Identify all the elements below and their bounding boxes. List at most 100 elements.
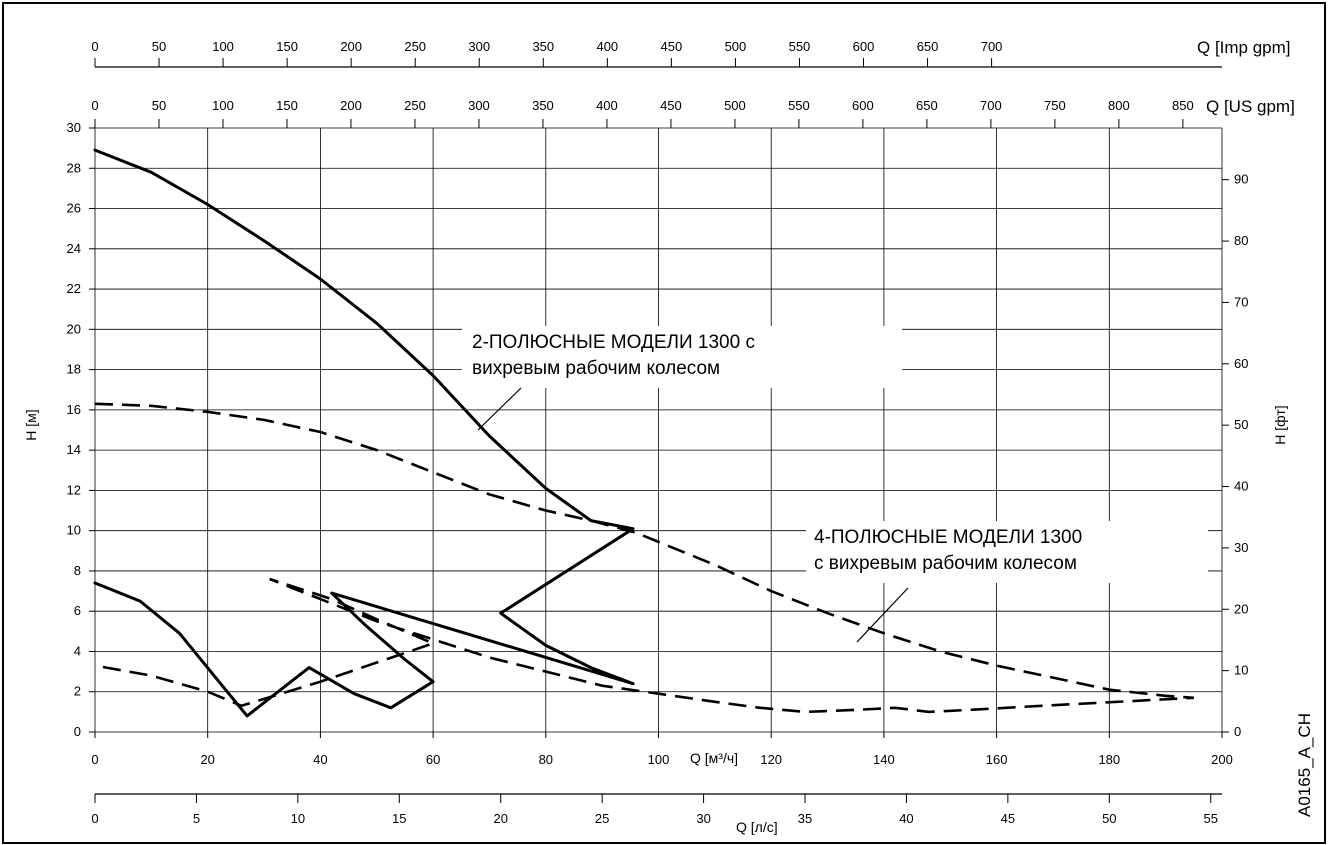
- annotation-2pole-line: вихревым рабочим колесом: [472, 358, 720, 379]
- us-tick-label: 600: [852, 98, 874, 113]
- ls-tick-label: 55: [1203, 811, 1217, 826]
- x-tick-label: 160: [986, 752, 1008, 767]
- us-tick-label: 750: [1044, 98, 1066, 113]
- y-left-tick-label: 6: [74, 603, 81, 618]
- y-right-tick-label: 20: [1234, 601, 1248, 616]
- ls-tick-label: 5: [193, 811, 200, 826]
- y-left-tick-label: 22: [67, 281, 81, 296]
- imp-tick-label: 700: [981, 39, 1003, 54]
- y-left-tick-label: 14: [67, 442, 81, 457]
- annotation-2pole-background: [462, 326, 902, 388]
- imp-tick-label: 650: [917, 39, 939, 54]
- ls-axis-title: Q [л/с]: [736, 819, 778, 835]
- y-right-axis-title: H [фт]: [1272, 405, 1288, 444]
- annotation-4pole-line: с вихревым рабочим колесом: [814, 553, 1077, 574]
- y-left-tick-label: 4: [74, 643, 81, 658]
- us-tick-label: 800: [1108, 98, 1130, 113]
- x-tick-label: 80: [539, 752, 553, 767]
- ls-tick-label: 40: [899, 811, 913, 826]
- y-left-tick-label: 20: [67, 321, 81, 336]
- us-tick-label: 100: [212, 98, 234, 113]
- annotation-2pole-line: 2-ПОЛЮСНЫЕ МОДЕЛИ 1300 с: [472, 332, 755, 353]
- imp-tick-label: 500: [725, 39, 747, 54]
- us-tick-label: 250: [404, 98, 426, 113]
- y-right-tick-label: 40: [1234, 479, 1248, 494]
- imp-tick-label: 50: [152, 39, 166, 54]
- y-left-tick-label: 24: [67, 241, 81, 256]
- us-tick-label: 450: [660, 98, 682, 113]
- us-tick-label: 300: [468, 98, 490, 113]
- imp-tick-label: 150: [276, 39, 298, 54]
- tick-labels: 0246810121416182022242628300102030405060…: [67, 39, 1249, 826]
- us-tick-label: 0: [91, 98, 98, 113]
- y-left-tick-label: 0: [74, 724, 81, 739]
- x-tick-label: 0: [91, 752, 98, 767]
- us-tick-label: 150: [276, 98, 298, 113]
- annotation-4pole-leader: [856, 587, 909, 643]
- imp-tick-label: 450: [661, 39, 683, 54]
- imp-tick-label: 300: [468, 39, 490, 54]
- x-tick-label: 120: [760, 752, 782, 767]
- y-right-tick-label: 60: [1234, 356, 1248, 371]
- x-tick-label: 40: [313, 752, 327, 767]
- imp-tick-label: 400: [596, 39, 618, 54]
- grid: [94, 127, 1223, 733]
- imp-tick-label: 550: [789, 39, 811, 54]
- x-tick-label: 60: [426, 752, 440, 767]
- x-tick-label: 20: [200, 752, 214, 767]
- annotation-4pole-background: [806, 521, 1208, 583]
- ls-tick-label: 35: [798, 811, 812, 826]
- y-left-tick-label: 16: [67, 402, 81, 417]
- imp-tick-label: 200: [340, 39, 362, 54]
- x-tick-label: 180: [1098, 752, 1120, 767]
- top-us-axis-title: Q [US gpm]: [1206, 97, 1295, 116]
- imp-tick-label: 350: [532, 39, 554, 54]
- imp-tick-label: 0: [91, 39, 98, 54]
- us-tick-label: 400: [596, 98, 618, 113]
- x-tick-label: 140: [873, 752, 895, 767]
- series: [93, 148, 1194, 718]
- ls-tick-label: 25: [595, 811, 609, 826]
- annotations: 2-ПОЛЮСНЫЕ МОДЕЛИ 1300 с вихревым рабочим…: [462, 326, 1208, 643]
- us-tick-label: 550: [788, 98, 810, 113]
- curve-dashed-series: [94, 402, 1194, 714]
- us-tick-label: 350: [532, 98, 554, 113]
- y-left-axis-title: H [м]: [23, 409, 39, 440]
- top-imp-axis-title: Q [Imp gpm]: [1197, 38, 1291, 57]
- x-tick-label: 200: [1211, 752, 1233, 767]
- y-left-tick-label: 2: [74, 684, 81, 699]
- ls-tick-label: 50: [1102, 811, 1116, 826]
- ls-tick-label: 20: [493, 811, 507, 826]
- annotation-2pole-leader: [477, 387, 522, 431]
- imp-tick-label: 600: [853, 39, 875, 54]
- y-left-tick-label: 10: [67, 523, 81, 538]
- ls-tick-label: 15: [392, 811, 406, 826]
- imp-tick-label: 250: [404, 39, 426, 54]
- drawing-code: A0165_A_CH: [1295, 713, 1314, 817]
- imp-tick-label: 100: [212, 39, 234, 54]
- y-right-tick-label: 70: [1234, 294, 1248, 309]
- y-left-tick-label: 18: [67, 362, 81, 377]
- us-tick-label: 50: [152, 98, 166, 113]
- us-tick-label: 850: [1172, 98, 1194, 113]
- y-left-tick-label: 30: [67, 120, 81, 135]
- y-right-tick-label: 90: [1234, 172, 1248, 187]
- y-right-tick-label: 30: [1234, 540, 1248, 555]
- y-right-tick-label: 50: [1234, 417, 1248, 432]
- ls-tick-label: 30: [696, 811, 710, 826]
- annotation-4pole-line: 4-ПОЛЮСНЫЕ МОДЕЛИ 1300: [814, 527, 1082, 548]
- x-axis-title: Q [м³/ч]: [690, 750, 738, 766]
- y-right-tick-label: 80: [1234, 233, 1248, 248]
- ls-tick-label: 0: [91, 811, 98, 826]
- y-left-tick-label: 8: [74, 563, 81, 578]
- y-left-tick-label: 26: [67, 201, 81, 216]
- axes: [89, 58, 1229, 803]
- us-tick-label: 500: [724, 98, 746, 113]
- y-right-tick-label: 10: [1234, 663, 1248, 678]
- us-tick-label: 200: [340, 98, 362, 113]
- y-left-tick-label: 28: [67, 160, 81, 175]
- us-tick-label: 700: [980, 98, 1002, 113]
- x-tick-label: 100: [648, 752, 670, 767]
